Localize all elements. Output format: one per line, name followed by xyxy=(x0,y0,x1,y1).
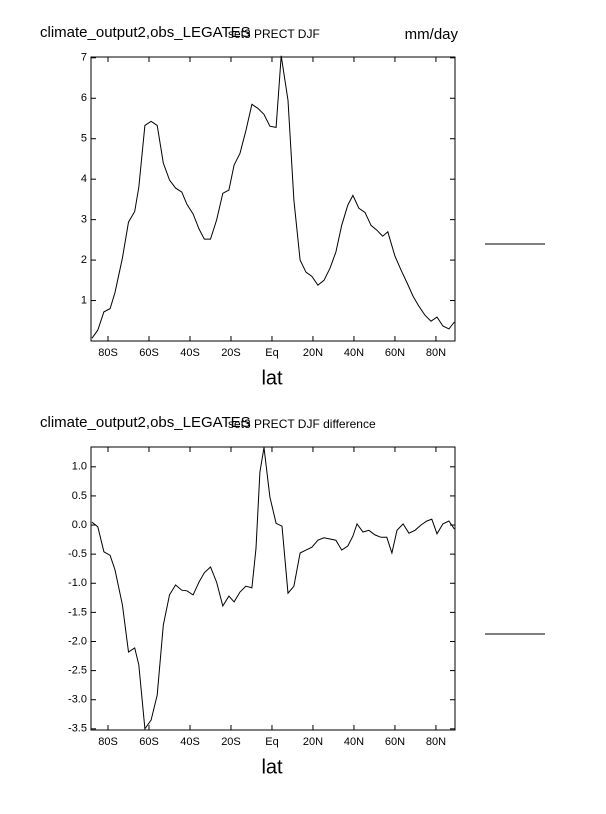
x-tick-label: 20N xyxy=(303,736,323,748)
x-tick-label: 20S xyxy=(221,736,241,748)
x-tick-label: 80S xyxy=(98,347,118,359)
y-tick-label: -0.5 xyxy=(68,548,87,560)
x-tick-label: 40S xyxy=(180,347,200,359)
x-tick-label: 60N xyxy=(385,347,405,359)
x-tick-label: 60S xyxy=(139,347,159,359)
data-line xyxy=(91,55,455,339)
chart-subtitle: set3 PRECT DJF difference xyxy=(228,417,376,431)
units-label: mm/day xyxy=(405,26,459,43)
plot-frame xyxy=(90,56,456,342)
x-axis-label: lat xyxy=(261,756,283,778)
x-tick-label: 40N xyxy=(344,736,364,748)
x-tick-label: 60S xyxy=(139,736,159,748)
x-tick-label: 80S xyxy=(98,736,118,748)
y-tick-label: 0.5 xyxy=(72,490,87,502)
x-tick-label: Eq xyxy=(265,347,278,359)
y-tick-label: 6 xyxy=(81,92,87,104)
y-tick-label: 5 xyxy=(81,133,87,145)
x-tick-label: Eq xyxy=(265,736,278,748)
y-tick-label: 4 xyxy=(81,173,87,185)
plot-frame xyxy=(90,446,456,731)
y-tick-label: -3.0 xyxy=(68,694,87,706)
x-tick-label: 40S xyxy=(180,736,200,748)
x-axis-label: lat xyxy=(261,367,283,389)
y-tick-label: -1.5 xyxy=(68,606,87,618)
chart-title: climate_output2,obs_LEGATES xyxy=(40,414,251,431)
x-tick-label: 20N xyxy=(303,347,323,359)
chart-title: climate_output2,obs_LEGATES xyxy=(40,24,251,41)
y-tick-label: 3 xyxy=(81,214,87,226)
chart-subtitle: set3 PRECT DJF xyxy=(228,27,320,41)
data-line xyxy=(91,447,455,731)
y-tick-label: 7 xyxy=(81,52,87,64)
x-tick-label: 80N xyxy=(426,347,446,359)
y-tick-label: 2 xyxy=(81,254,87,266)
x-tick-label: 20S xyxy=(221,347,241,359)
x-tick-label: 80N xyxy=(426,736,446,748)
y-tick-label: 1.0 xyxy=(72,461,87,473)
y-tick-label: -1.0 xyxy=(68,577,87,589)
x-tick-label: 60N xyxy=(385,736,405,748)
y-tick-label: 0.0 xyxy=(72,519,87,531)
y-tick-label: -2.5 xyxy=(68,665,87,677)
y-tick-label: -3.5 xyxy=(68,723,87,735)
y-tick-label: 1 xyxy=(81,294,87,306)
y-tick-label: -2.0 xyxy=(68,635,87,647)
x-tick-label: 40N xyxy=(344,347,364,359)
